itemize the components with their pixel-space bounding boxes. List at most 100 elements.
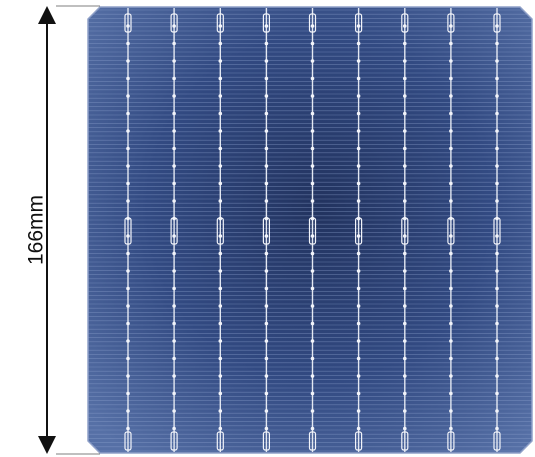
solder-pad	[126, 339, 130, 343]
busbar-pad	[447, 431, 455, 451]
busbar-pad	[170, 217, 178, 245]
solder-pad	[310, 391, 315, 396]
solder-pad	[449, 234, 453, 238]
solder-pad	[495, 146, 499, 151]
solder-pad	[126, 409, 130, 413]
solder-pad	[449, 409, 453, 413]
solder-pad	[356, 41, 361, 46]
solder-pad	[172, 356, 176, 361]
solder-pad	[218, 146, 223, 151]
solder-pad	[264, 269, 269, 273]
busbar-pad	[216, 13, 224, 33]
solder-pad	[495, 111, 499, 116]
solder-pad	[218, 94, 223, 98]
solder-pad	[172, 321, 176, 326]
solder-pad	[495, 76, 499, 81]
solder-pad	[403, 146, 407, 151]
solder-pad	[403, 234, 407, 238]
solder-pad	[172, 286, 176, 291]
solder-pad	[356, 199, 361, 203]
solder-pad	[495, 304, 499, 308]
solder-pad	[264, 391, 269, 396]
solder-pad	[172, 339, 176, 343]
solder-pad	[356, 391, 361, 396]
solder-pad	[356, 111, 361, 116]
solder-pad	[449, 304, 453, 308]
solder-pad	[172, 251, 176, 256]
solder-pad	[172, 304, 176, 308]
solder-pad	[403, 199, 407, 203]
solder-pad	[356, 409, 361, 413]
solder-pad	[403, 59, 407, 63]
solder-pad	[310, 129, 315, 133]
solder-pad	[264, 409, 269, 413]
solder-pad	[356, 304, 361, 308]
solder-pad	[218, 76, 223, 81]
solder-pad	[495, 181, 499, 186]
solder-pad	[126, 391, 130, 396]
solder-pad	[403, 339, 407, 343]
solder-pad	[356, 146, 361, 151]
solder-pad	[264, 339, 269, 343]
busbar-pad	[447, 217, 455, 245]
solder-pad	[403, 304, 407, 308]
solder-pad	[449, 129, 453, 133]
busbar-pad	[493, 13, 501, 33]
solder-pad	[264, 41, 269, 46]
solder-pad	[126, 146, 130, 151]
solder-pad	[172, 181, 176, 186]
solder-pad	[264, 164, 269, 168]
solder-pad	[495, 129, 499, 133]
solder-pad	[218, 59, 223, 63]
solder-pad	[403, 164, 407, 168]
solder-pad	[449, 164, 453, 168]
busbar-pad	[262, 217, 270, 245]
solder-pad	[172, 409, 176, 413]
solder-pad	[449, 321, 453, 326]
solder-pad	[218, 111, 223, 116]
solder-pad	[126, 234, 130, 238]
busbar-lines	[124, 8, 501, 452]
solder-pad	[403, 286, 407, 291]
solder-pad	[172, 374, 176, 378]
solder-pad	[172, 94, 176, 98]
solder-pad	[403, 374, 407, 378]
solder-pad	[403, 426, 407, 431]
solder-pad	[172, 269, 176, 273]
solder-pad	[126, 321, 130, 326]
solder-pad	[172, 426, 176, 431]
solder-pad	[449, 94, 453, 98]
solder-pad	[218, 321, 223, 326]
solder-pad	[218, 286, 223, 291]
solder-pad	[356, 24, 361, 28]
solder-pad	[356, 129, 361, 133]
solder-pad	[126, 94, 130, 98]
solder-pad	[126, 76, 130, 81]
solder-pad	[495, 251, 499, 256]
solder-pad	[172, 24, 176, 28]
solder-pad	[310, 24, 315, 28]
solder-pad	[449, 41, 453, 46]
busbar-pad	[262, 431, 270, 451]
solder-pad	[126, 181, 130, 186]
solder-pad	[126, 304, 130, 308]
busbar-pad	[401, 217, 409, 245]
solder-pad	[356, 426, 361, 431]
solder-pad	[310, 94, 315, 98]
solder-pad	[264, 59, 269, 63]
busbar-pad	[493, 217, 501, 245]
solder-pad	[264, 181, 269, 186]
solder-pad	[126, 129, 130, 133]
solder-pad	[495, 321, 499, 326]
solder-pad	[310, 146, 315, 151]
solder-pad	[126, 111, 130, 116]
solder-pad	[264, 286, 269, 291]
solder-pad	[264, 234, 269, 238]
solder-pad	[310, 321, 315, 326]
solder-pad	[495, 164, 499, 168]
finger-lines	[88, 9, 532, 452]
solder-pad	[356, 181, 361, 186]
solder-pad	[264, 129, 269, 133]
busbar	[216, 8, 224, 452]
solder-pad	[403, 41, 407, 46]
